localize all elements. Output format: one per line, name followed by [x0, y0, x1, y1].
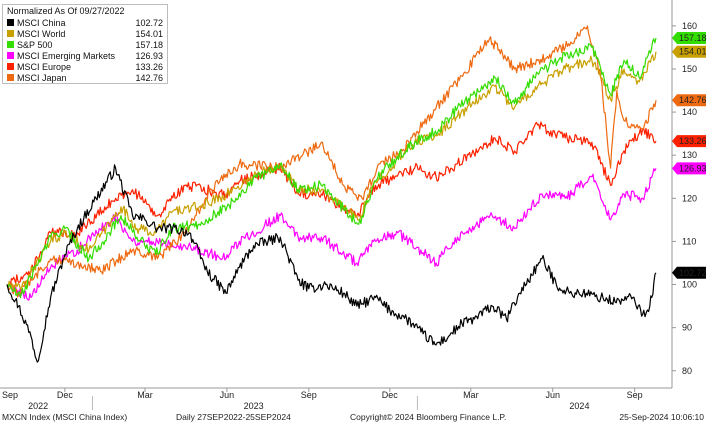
y-tick-label-7: 150: [682, 64, 697, 74]
legend-swatch-3: [7, 52, 14, 59]
legend-swatch-2: [7, 41, 14, 48]
legend-swatch-1: [7, 30, 14, 37]
footer-timestamp: 25-Sep-2024 10:06:10: [619, 412, 704, 422]
legend-item-4: MSCI Europe 133.26: [3, 61, 167, 72]
legend-name-5: MSCI Japan: [17, 72, 67, 83]
legend-item-2: S&P 500 157.18: [3, 39, 167, 50]
series-layer: [6, 25, 657, 363]
x-tick-label-2: Mar: [137, 390, 153, 400]
legend-value-0: 102.72: [135, 17, 163, 28]
legend-value-3: 126.93: [135, 50, 163, 61]
value-tag-bg-4: [672, 135, 706, 148]
legend-value-2: 157.18: [135, 39, 163, 50]
series-line-5: [6, 25, 657, 298]
legend-name-0: MSCI China: [17, 17, 66, 28]
legend-name-3: MSCI Emerging Markets: [17, 50, 116, 61]
series-line-0: [6, 164, 657, 363]
x-year-label-0: 2022: [28, 401, 48, 410]
footer-copyright: Copyright© 2024 Bloomberg Finance L.P.: [350, 412, 507, 422]
x-tick-label-8: Sep: [627, 390, 643, 400]
value-tag-bg-1: [672, 45, 706, 58]
value-tag-bg-3: [672, 162, 706, 175]
legend-item-1: MSCI World 154.01: [3, 28, 167, 39]
value-tag-label-2: 157.18: [679, 33, 707, 43]
y-tick-label-4: 120: [682, 193, 697, 203]
x-tick-layer: Sep Dec Mar Jun Sep Dec Mar Jun Sep 2022 2023 2024: [2, 388, 643, 410]
x-tick-label-1: Dec: [57, 390, 74, 400]
y-tick-label-0: 80: [682, 366, 692, 376]
legend-value-5: 142.76: [135, 72, 163, 83]
legend-item-5: MSCI Japan 142.76: [3, 72, 167, 83]
y-tick-layer: 80 90 100 110 120 130 140 150 160: [672, 21, 697, 376]
value-tag-1: 154.01: [672, 45, 707, 58]
series-line-3: [6, 168, 657, 301]
legend-swatch-5: [7, 74, 14, 81]
value-tag-bg-0: [672, 266, 706, 279]
legend-value-1: 154.01: [135, 28, 163, 39]
legend-swatch-4: [7, 63, 14, 70]
y-tick-label-8: 160: [682, 21, 697, 31]
y-tick-label-1: 90: [682, 323, 692, 333]
value-tag-label-0: 102.72: [679, 268, 707, 278]
value-tag-label-4: 133.26: [679, 136, 707, 146]
x-tick-label-3: Jun: [220, 390, 235, 400]
value-tag-label-1: 154.01: [679, 47, 707, 57]
value-tag-bg-2: [672, 32, 706, 45]
x-year-label-1: 2023: [244, 401, 264, 410]
x-tick-label-4: Sep: [301, 390, 317, 400]
x-tick-label-7: Jun: [545, 390, 560, 400]
footer-range: Daily 27SEP2022-25SEP2024: [176, 412, 291, 422]
x-tick-label-0: Sep: [2, 390, 18, 400]
legend-name-2: S&P 500: [17, 39, 53, 50]
y-tick-label-5: 130: [682, 150, 697, 160]
value-tag-0: 102.72: [672, 266, 707, 279]
y-tick-label-6: 140: [682, 107, 697, 117]
y-tick-label-3: 110: [682, 236, 696, 246]
y-tick-label-2: 100: [682, 280, 697, 290]
legend-value-4: 133.26: [135, 61, 163, 72]
value-tag-2: 157.18: [672, 32, 707, 45]
value-tag-5: 142.76: [672, 94, 707, 107]
value-tag-3: 126.93: [672, 162, 707, 175]
value-tag-bg-5: [672, 94, 706, 107]
legend-name-1: MSCI World: [17, 28, 66, 39]
footer-ticker: MXCN Index (MSCI China Index): [2, 412, 128, 422]
series-line-4: [6, 121, 657, 288]
legend-rows: MSCI China 102.72 MSCI World 154.01 S&P 500 1…: [3, 17, 167, 83]
legend-title: Normalized As Of 09/27/2022: [7, 6, 125, 16]
value-tag-4: 133.26: [672, 135, 707, 148]
value-tag-label-5: 142.76: [679, 95, 707, 105]
legend: Normalized As Of 09/27/2022 MSCI China 10…: [2, 4, 168, 84]
x-tick-label-5: Dec: [382, 390, 399, 400]
legend-name-4: MSCI Europe: [17, 61, 72, 72]
legend-item-0: MSCI China 102.72: [3, 17, 167, 28]
series-line-2: [6, 37, 657, 299]
x-tick-label-6: Mar: [463, 390, 479, 400]
legend-item-3: MSCI Emerging Markets 126.93: [3, 50, 167, 61]
value-tag-label-3: 126.93: [679, 163, 707, 173]
legend-swatch-0: [7, 19, 14, 26]
series-line-1: [6, 51, 657, 290]
x-year-label-2: 2024: [569, 401, 589, 410]
value-tag-layer: 102.72 154.01 157.18 126.93 133.26 142.76: [672, 32, 707, 279]
